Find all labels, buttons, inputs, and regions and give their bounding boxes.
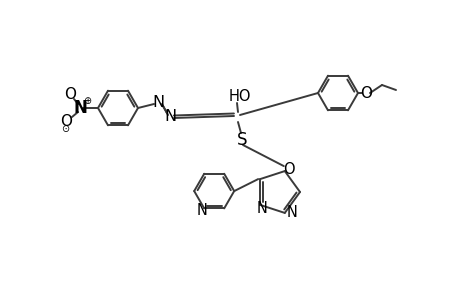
Text: ⊙: ⊙ [61, 124, 69, 134]
Text: O: O [64, 86, 76, 101]
Text: N: N [163, 109, 176, 124]
Text: N: N [196, 203, 207, 218]
Text: N: N [151, 94, 164, 110]
Text: N: N [286, 206, 297, 220]
Text: O: O [359, 85, 371, 100]
Text: O: O [282, 162, 294, 177]
Text: S: S [236, 131, 247, 149]
Text: N: N [73, 99, 87, 117]
Text: N: N [256, 201, 267, 216]
Text: HO: HO [228, 88, 251, 104]
Text: ⊕: ⊕ [83, 96, 91, 106]
Text: O: O [60, 113, 72, 128]
